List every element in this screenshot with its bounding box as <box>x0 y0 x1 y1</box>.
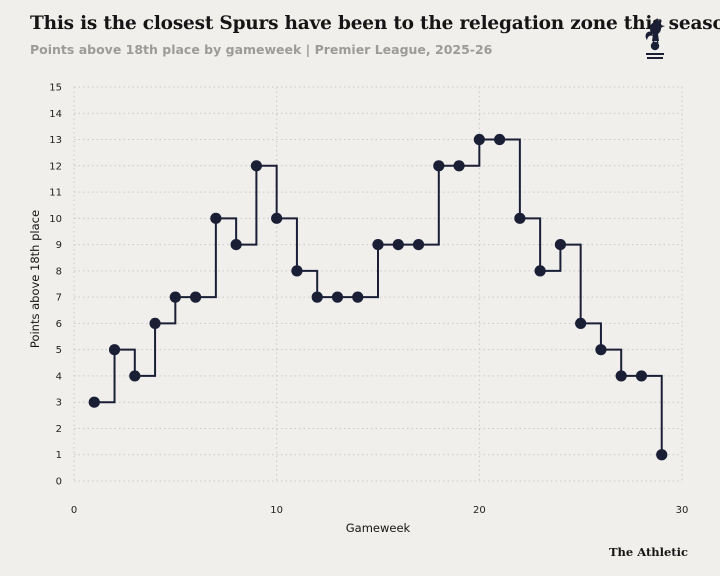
data-point <box>331 291 344 303</box>
y-tick-label: 6 <box>56 319 62 330</box>
data-point <box>210 212 222 224</box>
data-point <box>412 239 425 251</box>
y-axis-label: Points above 18th place <box>28 210 42 348</box>
data-point <box>494 133 506 146</box>
x-tick-label: 0 <box>71 505 77 516</box>
data-point <box>149 317 161 329</box>
y-tick-label: 5 <box>56 345 62 356</box>
data-point <box>615 370 627 382</box>
y-tick-label: 7 <box>56 293 62 304</box>
x-tick-label: 20 <box>473 505 486 516</box>
data-point <box>291 265 303 277</box>
data-point <box>575 317 587 329</box>
chart-title: This is the closest Spurs have been to t… <box>30 13 720 34</box>
data-point <box>554 239 567 251</box>
data-point <box>88 396 100 408</box>
data-point <box>656 449 668 461</box>
brand-logo-text: The Athletic <box>608 545 688 559</box>
data-point <box>190 291 202 303</box>
data-point <box>372 239 384 251</box>
data-point <box>108 344 121 356</box>
y-tick-label: 14 <box>49 109 62 120</box>
y-tick-label: 0 <box>56 477 62 488</box>
data-point <box>534 265 546 277</box>
data-point <box>271 212 283 224</box>
data-point <box>514 212 526 224</box>
data-point <box>473 133 485 146</box>
data-point <box>250 160 262 172</box>
y-tick-label: 13 <box>49 135 62 146</box>
y-tick-label: 2 <box>56 424 62 435</box>
data-point <box>433 160 445 172</box>
data-point <box>635 370 648 382</box>
y-tick-label: 1 <box>56 450 62 461</box>
chart-subtitle: Points above 18th place by gameweek | Pr… <box>30 42 493 57</box>
y-tick-label: 10 <box>49 214 62 225</box>
data-point <box>169 291 181 303</box>
data-point <box>230 239 242 251</box>
data-point <box>392 239 404 251</box>
x-tick-labels: 0 10 20 30 <box>71 505 689 516</box>
y-tick-label: 15 <box>49 83 62 94</box>
data-point <box>595 344 607 356</box>
tottenham-crest-icon <box>645 18 665 59</box>
data-point <box>352 291 364 303</box>
y-tick-label: 9 <box>56 240 62 251</box>
x-tick-label: 30 <box>676 505 689 516</box>
data-point <box>129 370 141 382</box>
y-tick-label: 11 <box>49 188 62 199</box>
y-tick-label: 4 <box>56 371 62 382</box>
series-group <box>88 133 668 461</box>
data-point <box>311 291 323 303</box>
x-axis-label: Gameweek <box>346 521 411 535</box>
data-point <box>453 160 465 172</box>
y-tick-label: 8 <box>56 266 62 277</box>
y-tick-label: 12 <box>49 161 62 172</box>
y-tick-label: 3 <box>56 398 62 409</box>
x-tick-label: 10 <box>270 505 283 516</box>
